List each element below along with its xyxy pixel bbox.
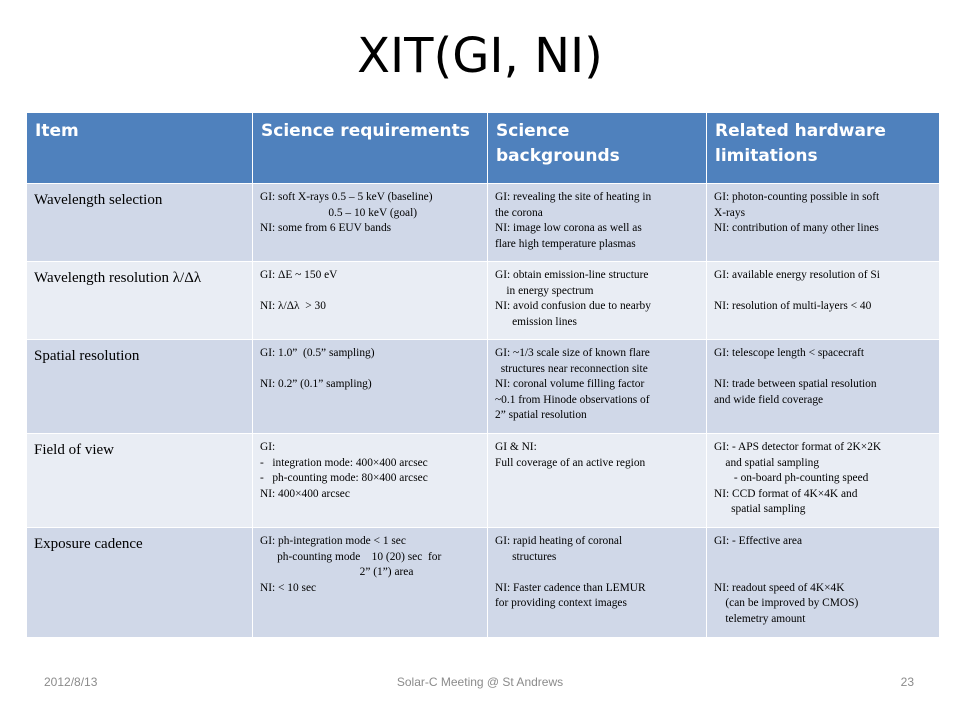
cell-line: GI: soft X-rays 0.5 – 5 keV (baseline): [260, 191, 433, 203]
cell-line: GI: photon-counting possible in soft: [714, 191, 880, 203]
requirements-cell: GI: 1.0” (0.5” sampling) NI: 0.2” (0.1” …: [252, 339, 488, 434]
backgrounds-cell: GI: ~1/3 scale size of known flare struc…: [487, 339, 707, 434]
cell-line: - on-board ph-counting speed: [714, 472, 869, 484]
cell-line: GI: ph-integration mode < 1 sec: [260, 535, 406, 547]
cell-line: 2” (1”) area: [260, 566, 414, 578]
cell-line: NI: 400×400 arcsec: [260, 487, 350, 500]
cell-line: GI: - APS detector format of 2K×2K: [714, 441, 882, 453]
table-row: Wavelength resolution λ/Δλ GI: ΔE ~ 150 …: [26, 261, 940, 340]
cell-line: X-rays: [714, 206, 745, 219]
requirements-cell: GI: soft X-rays 0.5 – 5 keV (baseline) 0…: [252, 183, 488, 262]
cell-line: [260, 284, 480, 300]
cell-line: GI: obtain emission-line structure: [495, 269, 649, 281]
cell-line: [495, 565, 699, 581]
cell-line: (can be improved by CMOS): [714, 597, 859, 609]
cell-line: [714, 362, 932, 378]
cell-line: NI: 0.2” (0.1” sampling): [260, 378, 372, 390]
cell-line: NI: λ/Δλ > 30: [260, 300, 326, 312]
cell-line: [714, 284, 932, 300]
requirements-cell: GI: - integration mode: 400×400 arcsec -…: [252, 433, 488, 528]
cell-line: - integration mode: 400×400 arcsec: [260, 456, 428, 469]
cell-line: for providing context images: [495, 597, 627, 609]
page-number: 23: [900, 675, 914, 689]
cell-line: NI: image low corona as well as: [495, 222, 642, 234]
table-row: Field of view GI: - integration mode: 40…: [26, 433, 940, 528]
cell-line: and spatial sampling: [714, 456, 820, 469]
row-item: Spatial resolution: [26, 339, 253, 434]
cell-line: NI: avoid confusion due to nearby: [495, 300, 651, 312]
cell-line: NI: < 10 sec: [260, 581, 317, 594]
cell-line: 0.5 – 10 keV (goal): [260, 206, 418, 219]
cell-line: GI: 1.0” (0.5” sampling): [260, 347, 375, 359]
cell-line: GI:: [260, 441, 276, 453]
table-header-row: Item Science requirements Science backgr…: [26, 112, 940, 184]
cell-line: structures near reconnection site: [495, 362, 648, 375]
cell-line: [714, 550, 932, 566]
limitations-cell: GI: photon-counting possible in soft X-r…: [706, 183, 940, 262]
cell-line: NI: Faster cadence than LEMUR: [495, 581, 646, 594]
cell-line: ~0.1 from Hinode observations of: [495, 393, 650, 406]
footer-event: Solar-C Meeting @ St Andrews: [396, 675, 564, 689]
cell-line: NI: coronal volume filling factor: [495, 378, 645, 390]
row-item: Wavelength selection: [26, 183, 253, 262]
cell-line: NI: resolution of multi-layers < 40: [714, 300, 872, 312]
cell-line: - ph-counting mode: 80×400 arcsec: [260, 472, 428, 484]
header-science-requirements: Science requirements: [252, 112, 488, 184]
cell-line: GI: - Effective area: [714, 535, 803, 547]
cell-line: and wide field coverage: [714, 393, 824, 406]
requirements-cell: GI: ΔE ~ 150 eV NI: λ/Δλ > 30: [252, 261, 488, 340]
cell-line: in energy spectrum: [495, 284, 594, 297]
cell-line: NI: trade between spatial resolution: [714, 378, 877, 390]
cell-line: GI & NI:: [495, 441, 537, 453]
row-item: Field of view: [26, 433, 253, 528]
cell-line: NI: readout speed of 4K×4K: [714, 581, 845, 594]
cell-line: structures: [495, 550, 557, 563]
cell-line: spatial sampling: [714, 503, 806, 515]
table-row: Exposure cadence GI: ph-integration mode…: [26, 527, 940, 638]
cell-line: [714, 565, 932, 581]
cell-line: Full coverage of an active region: [495, 456, 646, 469]
slide-title: XIT(GI, NI): [357, 28, 603, 84]
row-item: Exposure cadence: [26, 527, 253, 638]
cell-line: GI: ~1/3 scale size of known flare: [495, 347, 650, 359]
backgrounds-cell: GI & NI: Full coverage of an active regi…: [487, 433, 707, 528]
table-row: Spatial resolution GI: 1.0” (0.5” sampli…: [26, 339, 940, 434]
cell-line: 2” spatial resolution: [495, 409, 587, 421]
limitations-cell: GI: available energy resolution of Si NI…: [706, 261, 940, 340]
requirements-table: Item Science requirements Science backgr…: [26, 112, 940, 638]
cell-line: NI: contribution of many other lines: [714, 222, 879, 234]
cell-line: emission lines: [495, 315, 577, 328]
requirements-cell: GI: ph-integration mode < 1 sec ph-count…: [252, 527, 488, 638]
cell-line: NI: some from 6 EUV bands: [260, 222, 392, 234]
header-hardware-limitations: Related hardware limitations: [706, 112, 940, 184]
header-science-backgrounds: Science backgrounds: [487, 112, 707, 184]
cell-line: GI: available energy resolution of Si: [714, 269, 880, 281]
limitations-cell: GI: telescope length < spacecraft NI: tr…: [706, 339, 940, 434]
backgrounds-cell: GI: rapid heating of coronal structures …: [487, 527, 707, 638]
cell-line: [260, 362, 480, 378]
cell-line: flare high temperature plasmas: [495, 237, 636, 250]
row-item: Wavelength resolution λ/Δλ: [26, 261, 253, 340]
cell-line: the corona: [495, 206, 543, 219]
footer-date: 2012/8/13: [44, 675, 98, 689]
cell-line: GI: ΔE ~ 150 eV: [260, 269, 338, 281]
backgrounds-cell: GI: obtain emission-line structure in en…: [487, 261, 707, 340]
cell-line: GI: rapid heating of coronal: [495, 535, 623, 547]
limitations-cell: GI: - APS detector format of 2K×2K and s…: [706, 433, 940, 528]
header-item: Item: [26, 112, 253, 184]
table-row: Wavelength selection GI: soft X-rays 0.5…: [26, 183, 940, 262]
backgrounds-cell: GI: revealing the site of heating in the…: [487, 183, 707, 262]
limitations-cell: GI: - Effective area NI: readout speed o…: [706, 527, 940, 638]
cell-line: GI: telescope length < spacecraft: [714, 347, 865, 359]
cell-line: NI: CCD format of 4K×4K and: [714, 487, 858, 500]
cell-line: GI: revealing the site of heating in: [495, 191, 652, 203]
cell-line: telemetry amount: [714, 612, 806, 625]
cell-line: ph-counting mode 10 (20) sec for: [260, 550, 442, 563]
